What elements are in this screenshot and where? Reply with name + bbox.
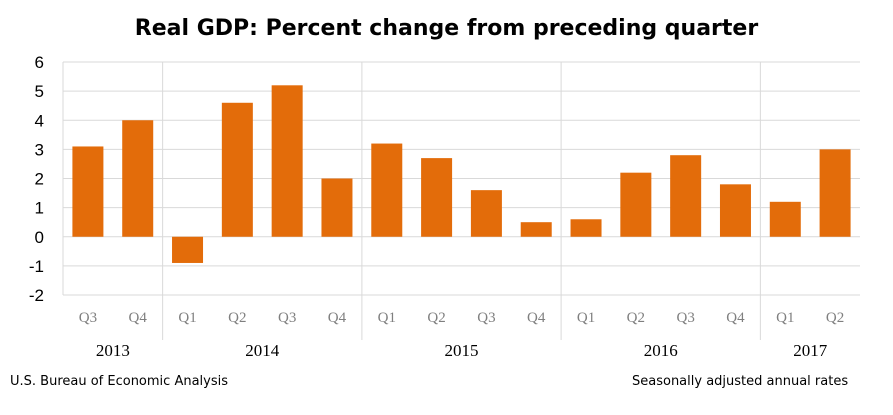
x-tick-label: Q1 [776, 310, 794, 326]
x-tick-label: Q1 [577, 310, 595, 326]
x-tick-label: Q3 [676, 310, 694, 326]
bar [670, 155, 702, 237]
x-tick-label: Q2 [627, 310, 645, 326]
source-note: U.S. Bureau of Economic Analysis [10, 374, 229, 389]
y-tick-label: 6 [35, 53, 44, 72]
x-tick-label: Q3 [477, 310, 495, 326]
chart-title: Real GDP: Percent change from preceding … [134, 16, 759, 41]
bar [172, 236, 204, 263]
bar [719, 184, 751, 237]
bar [371, 143, 403, 237]
bar [620, 172, 652, 237]
bar [570, 219, 602, 237]
y-tick-label: 2 [35, 170, 44, 189]
year-label: 2015 [445, 341, 479, 360]
x-tick-label: Q2 [826, 310, 844, 326]
bars [72, 85, 851, 263]
bar [421, 158, 453, 237]
bar [819, 149, 851, 237]
y-tick-label: -2 [29, 286, 44, 305]
year-label: 2014 [245, 341, 280, 360]
y-tick-label: 1 [35, 199, 44, 218]
bar [321, 178, 353, 237]
year-label: 2017 [793, 341, 828, 360]
year-label: 2016 [644, 341, 678, 360]
bar [221, 102, 253, 237]
y-tick-label: -1 [29, 257, 44, 276]
y-tick-label: 0 [35, 228, 44, 247]
y-tick-label: 3 [35, 140, 44, 159]
x-tick-label: Q4 [726, 310, 745, 326]
bar [271, 85, 303, 237]
x-tick-label: Q4 [527, 310, 546, 326]
year-separators [162, 62, 761, 340]
bar [769, 201, 801, 237]
x-tick-label: Q1 [378, 310, 396, 326]
y-tick-label: 4 [35, 111, 44, 130]
x-tick-label: Q4 [328, 310, 347, 326]
bar [470, 190, 502, 237]
x-tick-label: Q2 [427, 310, 445, 326]
x-axis-ticks: Q3 Q4 Q1 Q2 Q3 Q4 Q1 Q2 Q3 Q4 Q1 Q2 Q3 Q4 Q1 Q2 [79, 310, 845, 326]
x-tick-label: Q4 [129, 310, 148, 326]
x-tick-label: Q3 [79, 310, 97, 326]
x-tick-label: Q2 [228, 310, 246, 326]
x-tick-label: Q3 [278, 310, 296, 326]
year-labels: 2013 2014 2015 2016 2017 [96, 341, 828, 360]
y-axis-ticks: 6 5 4 3 2 1 0 -1 -2 [29, 53, 44, 305]
year-label: 2013 [96, 341, 130, 360]
rate-note: Seasonally adjusted annual rates [632, 374, 849, 389]
y-tick-label: 5 [35, 82, 44, 101]
bar [520, 222, 552, 237]
bar [72, 146, 104, 237]
x-tick-label: Q1 [178, 310, 196, 326]
bar [122, 120, 154, 237]
